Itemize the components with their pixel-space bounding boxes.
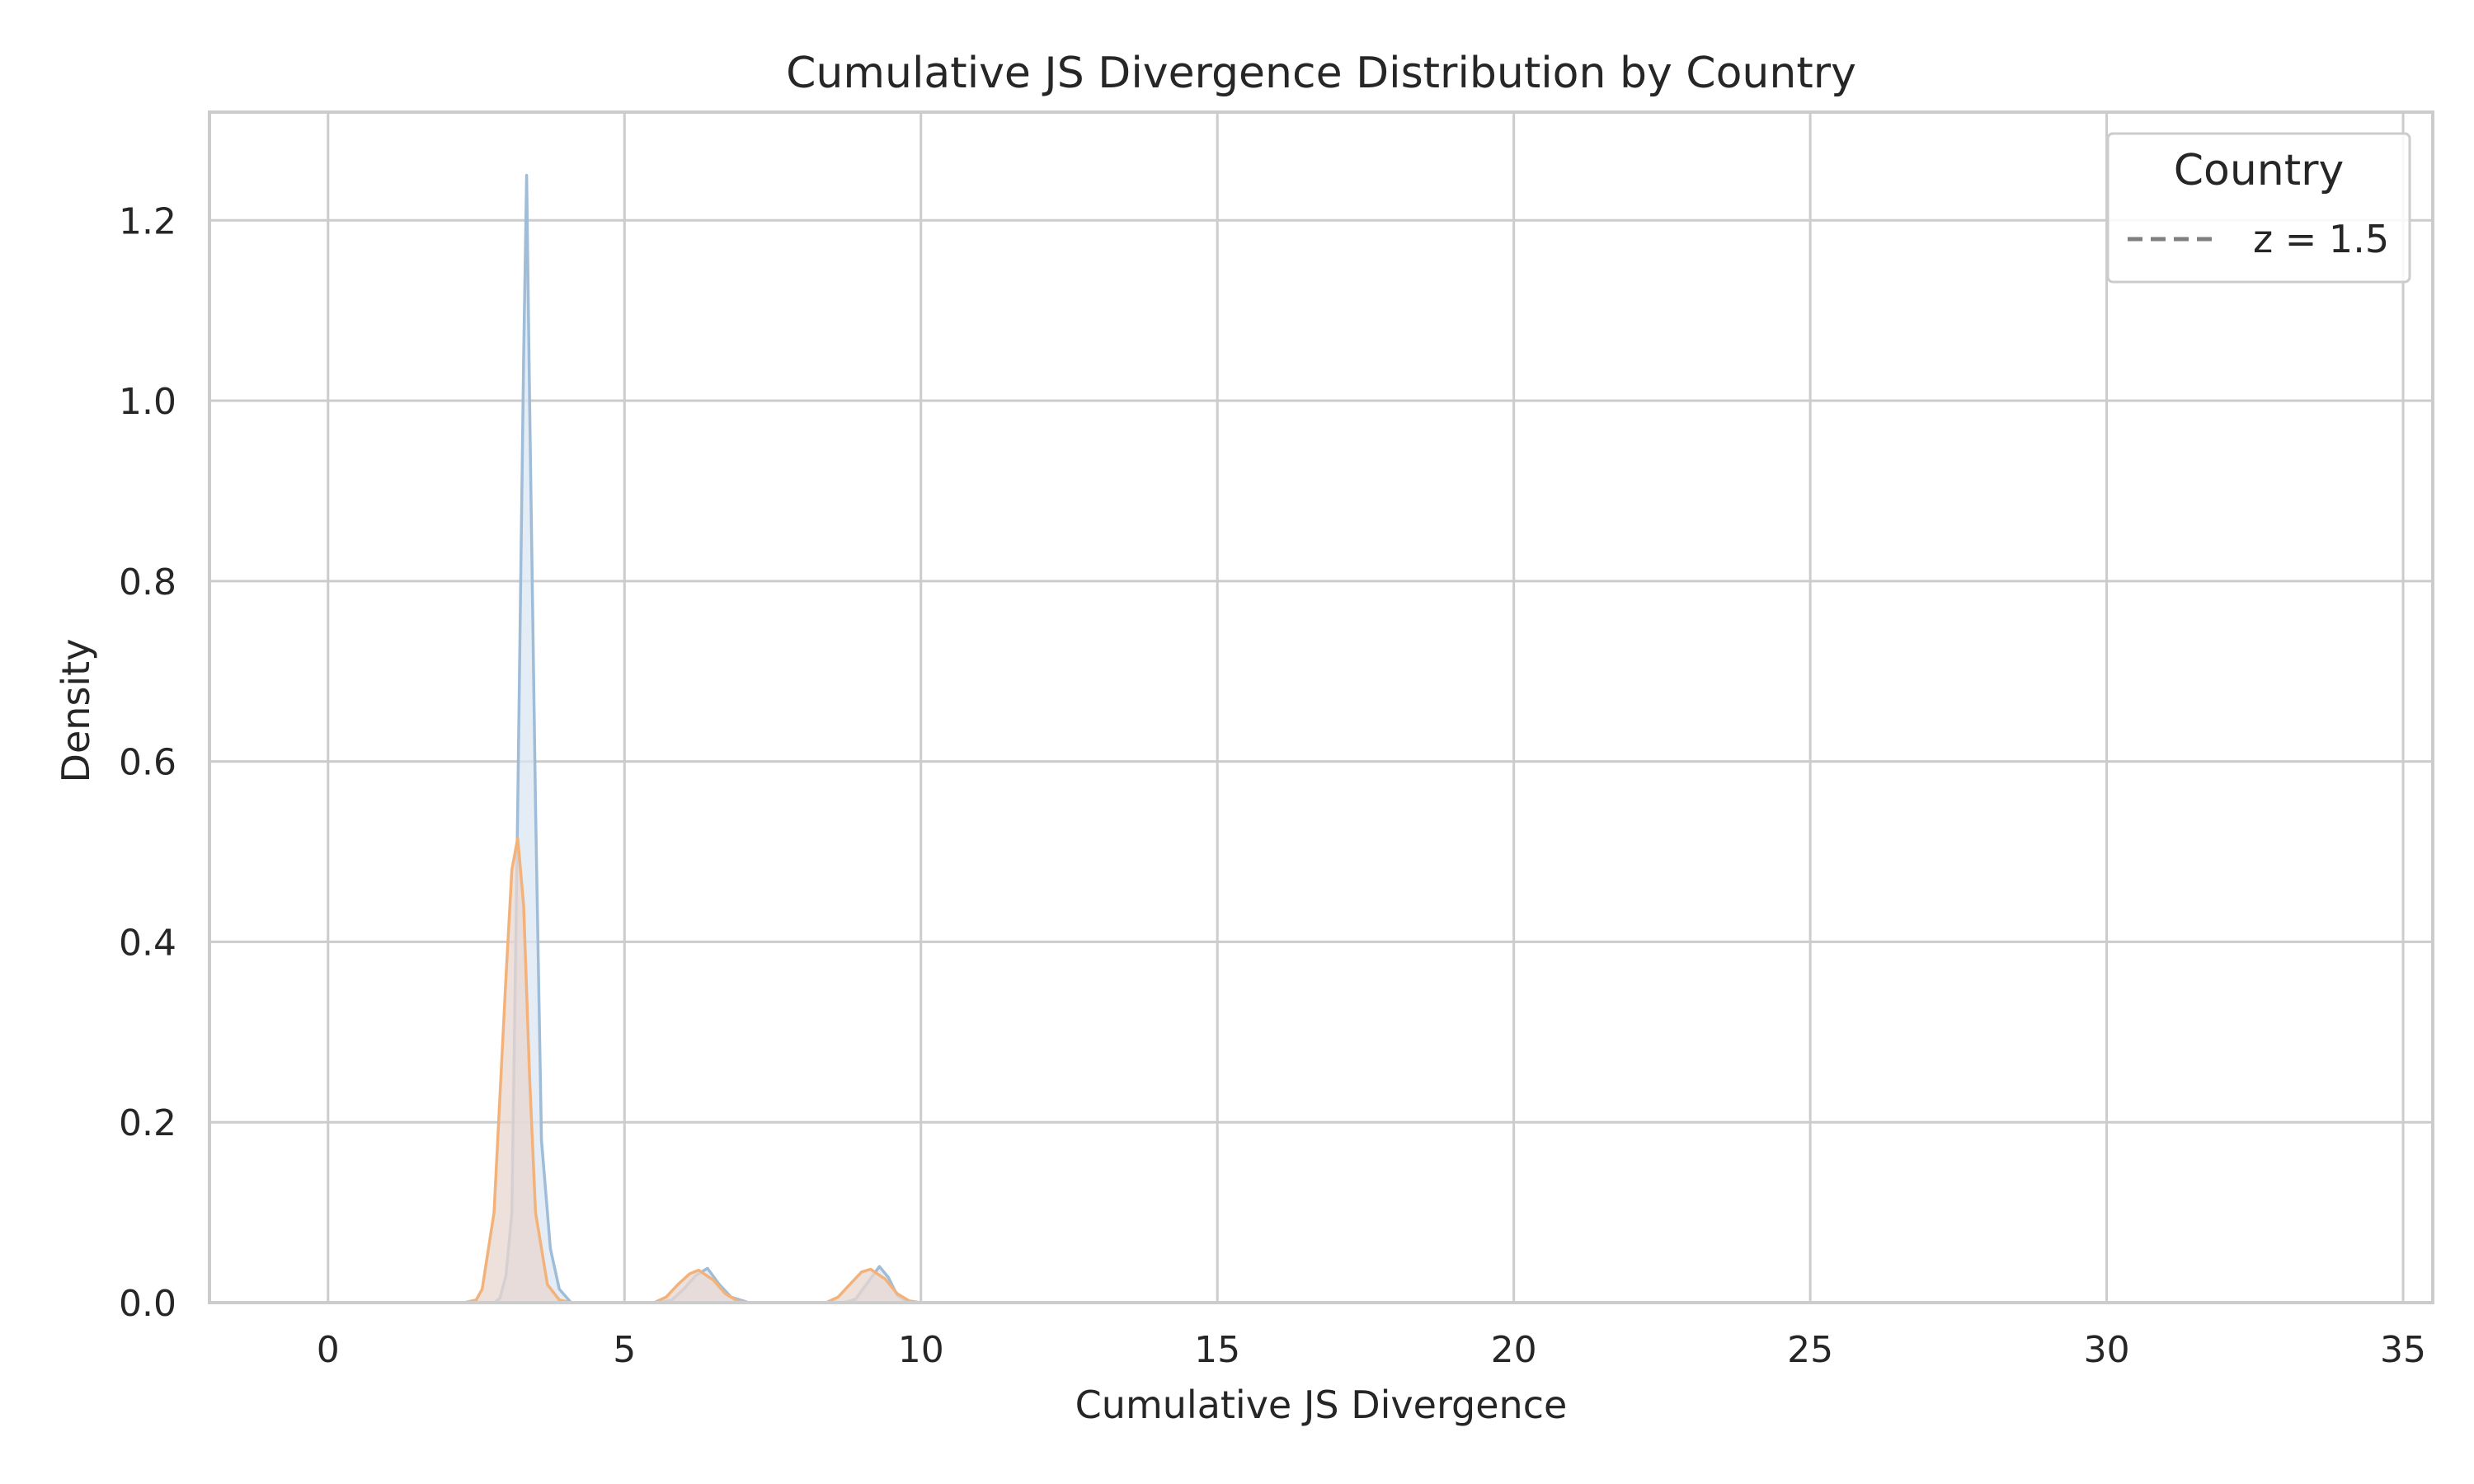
y-tick-label: 0.6 <box>119 742 176 784</box>
x-tick-label: 10 <box>898 1329 944 1371</box>
x-tick-label: 25 <box>1787 1329 1833 1371</box>
x-axis-label: Cumulative JS Divergence <box>1075 1383 1568 1427</box>
x-gridlines <box>327 112 2405 1303</box>
y-tick-label: 0.4 <box>119 922 176 964</box>
legend: Country z = 1.5 <box>2106 132 2411 284</box>
x-tick-labels: 0 5 10 15 20 25 30 35 <box>317 1329 2426 1371</box>
y-tick-label: 0.8 <box>119 561 176 603</box>
legend-title: Country <box>2174 146 2345 195</box>
y-tick-labels: 0.0 0.2 0.4 0.6 0.8 1.0 1.2 <box>119 200 176 1325</box>
x-tick-label: 5 <box>613 1329 636 1371</box>
x-tick-label: 30 <box>2084 1329 2130 1371</box>
y-tick-label: 1.2 <box>119 200 176 242</box>
y-tick-label: 1.0 <box>119 381 176 423</box>
plot-frame <box>208 110 2434 1304</box>
x-tick-label: 20 <box>1491 1329 1537 1371</box>
y-axis-label: Density <box>54 639 98 783</box>
density-line-series-2 <box>316 836 945 1304</box>
y-tick-label: 0.0 <box>119 1283 176 1325</box>
y-tick-label: 0.2 <box>119 1102 176 1144</box>
legend-entry-label: z = 1.5 <box>2253 217 2389 261</box>
legend-frame <box>2106 132 2411 284</box>
x-tick-label: 35 <box>2380 1329 2426 1371</box>
chart-title: Cumulative JS Divergence Distribution by… <box>786 49 1856 98</box>
x-tick-label: 0 <box>317 1329 340 1371</box>
x-tick-label: 15 <box>1194 1329 1240 1371</box>
